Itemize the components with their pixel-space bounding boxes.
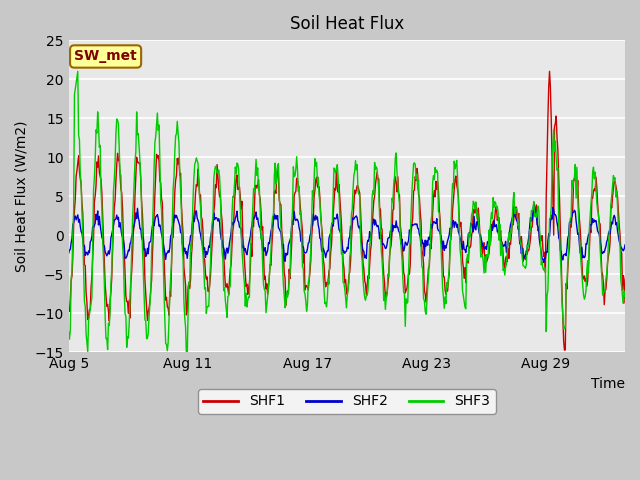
Text: Time: Time xyxy=(591,377,625,391)
Text: SW_met: SW_met xyxy=(74,49,137,63)
Legend: SHF1, SHF2, SHF3: SHF1, SHF2, SHF3 xyxy=(198,389,496,414)
Title: Soil Heat Flux: Soil Heat Flux xyxy=(290,15,404,33)
Y-axis label: Soil Heat Flux (W/m2): Soil Heat Flux (W/m2) xyxy=(15,120,29,272)
